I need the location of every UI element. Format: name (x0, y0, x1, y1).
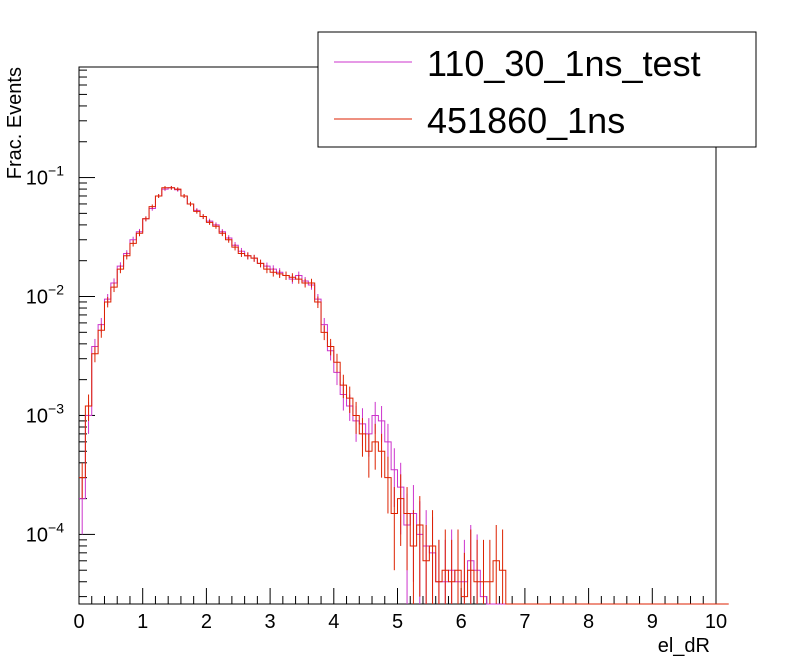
y-tick-exponent: −2 (48, 282, 64, 298)
legend-label-series-2: 451860_1ns (427, 100, 625, 141)
x-tick-label: 4 (328, 611, 339, 633)
y-tick-exponent: −4 (48, 519, 64, 535)
x-tick-label: 8 (583, 611, 594, 633)
legend-label-series-1: 110_30_1ns_test (427, 43, 701, 84)
x-tick-label: 7 (519, 611, 530, 633)
plot-area (78, 66, 717, 605)
legend: 110_30_1ns_test 451860_1ns (317, 31, 757, 148)
series-2 (79, 186, 729, 605)
series-layer (79, 185, 729, 605)
legend-box (317, 31, 757, 148)
x-tick-label: 5 (392, 611, 403, 633)
y-tick-label: 10−3 (26, 400, 64, 427)
x-tick-label: 9 (647, 611, 658, 633)
y-tick-exponent: −1 (48, 163, 64, 179)
y-tick-label: 10−1 (26, 163, 64, 190)
y-tick-label: 10−2 (26, 282, 64, 309)
x-tick-label: 10 (705, 611, 727, 633)
x-axis-title: el_dR (658, 635, 710, 657)
x-tick-label: 0 (73, 611, 84, 633)
x-tick-label: 1 (137, 611, 148, 633)
x-tick-label: 3 (265, 611, 276, 633)
y-tick-exponent: −3 (48, 400, 64, 416)
x-tick-label: 2 (201, 611, 212, 633)
y-axis-title: Frac. Events (4, 67, 26, 179)
x-tick-label: 6 (456, 611, 467, 633)
plot-frame (78, 66, 717, 605)
y-tick-label: 10−4 (26, 519, 64, 546)
